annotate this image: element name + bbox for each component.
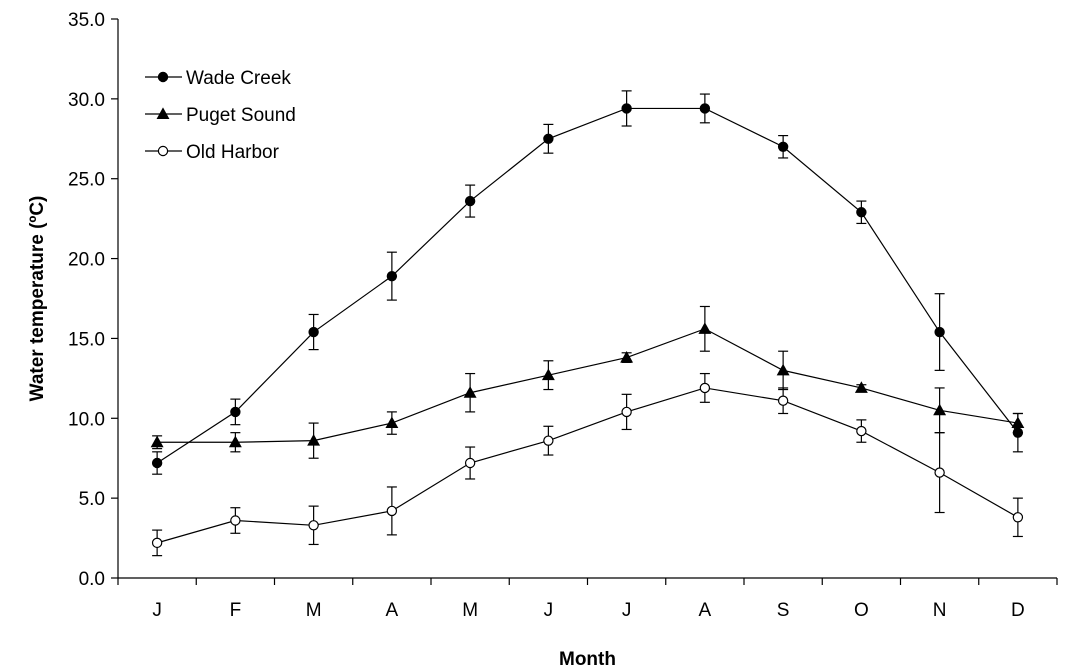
x-tick-label: O xyxy=(854,600,869,621)
data-point-wade-creek xyxy=(230,406,241,418)
y-tick-label: 35.0 xyxy=(68,10,105,31)
y-tick-label: 10.0 xyxy=(68,409,105,430)
series-layer xyxy=(150,90,1025,557)
data-point-old-harbor xyxy=(856,425,867,437)
data-point-wade-creek xyxy=(856,207,867,218)
data-point-wade-creek xyxy=(543,133,554,144)
series-puget-sound xyxy=(150,305,1025,459)
x-axis-title: Month xyxy=(559,649,616,670)
data-point-puget-sound xyxy=(150,435,164,448)
legend: Wade Creek Puget Sound Old Harbor xyxy=(145,68,296,163)
data-point-puget-sound xyxy=(854,381,868,393)
data-point-old-harbor xyxy=(230,515,241,526)
legend-item-puget-sound: Puget Sound xyxy=(145,105,296,126)
data-point-old-harbor xyxy=(151,537,163,549)
data-point-wade-creek xyxy=(621,103,632,114)
data-point-old-harbor xyxy=(308,520,319,531)
data-point-wade-creek xyxy=(151,457,163,469)
data-point-puget-sound xyxy=(307,434,321,446)
y-axis-title: Water temperature (ºC) xyxy=(27,196,48,402)
x-tick-label: J xyxy=(622,600,632,621)
legend-marker xyxy=(156,107,170,119)
legend-label: Old Harbor xyxy=(186,142,280,163)
x-tick-label: J xyxy=(544,600,554,621)
data-point-old-harbor xyxy=(464,457,476,469)
data-point-wade-creek xyxy=(308,326,319,338)
data-point-puget-sound xyxy=(463,386,477,398)
data-point-puget-sound xyxy=(776,363,790,376)
data-point-wade-creek xyxy=(777,141,789,152)
y-tick-label: 5.0 xyxy=(79,489,105,510)
data-point-puget-sound xyxy=(228,435,242,448)
data-point-old-harbor xyxy=(621,406,632,418)
y-tick-label: 30.0 xyxy=(68,90,105,111)
data-point-old-harbor xyxy=(777,395,789,406)
data-point-wade-creek xyxy=(699,103,711,114)
x-tick-label: N xyxy=(933,600,947,621)
x-tick-label: S xyxy=(777,600,790,621)
legend-marker xyxy=(157,145,169,157)
series-wade-creek xyxy=(151,90,1024,475)
series-old-harbor xyxy=(151,372,1024,557)
x-tick-label: M xyxy=(462,600,478,621)
data-point-old-harbor xyxy=(934,467,945,478)
data-point-puget-sound xyxy=(1011,416,1025,429)
data-point-old-harbor xyxy=(543,435,554,446)
data-point-old-harbor xyxy=(699,382,711,394)
data-point-puget-sound xyxy=(541,368,555,381)
legend-item-old-harbor: Old Harbor xyxy=(145,142,280,163)
x-tick-label: F xyxy=(230,600,242,621)
data-point-wade-creek xyxy=(386,270,398,282)
legend-label: Puget Sound xyxy=(186,105,296,126)
series-line-old-harbor xyxy=(156,387,1019,544)
x-tick-label: A xyxy=(699,600,712,621)
series-line-puget-sound xyxy=(157,328,1018,443)
data-point-wade-creek xyxy=(934,326,945,338)
x-tick-label: A xyxy=(386,600,399,621)
data-point-old-harbor xyxy=(386,505,398,517)
legend-label: Wade Creek xyxy=(186,68,291,89)
y-tick-label: 0.0 xyxy=(79,569,105,590)
x-tick-label: D xyxy=(1011,600,1025,621)
x-tick-label: M xyxy=(306,600,322,621)
axes: 0.0 5.0 10.0 15.0 20.0 25.0 30.0 35.0 J F M A M J J A S O… xyxy=(68,10,1058,621)
data-point-puget-sound xyxy=(698,322,712,334)
legend-item-wade-creek: Wade Creek xyxy=(145,68,291,89)
y-tick-label: 20.0 xyxy=(68,250,105,271)
data-point-puget-sound xyxy=(933,403,947,416)
data-point-puget-sound xyxy=(385,416,399,429)
series-line-wade-creek xyxy=(156,107,1019,464)
data-point-wade-creek xyxy=(464,195,476,207)
legend-marker xyxy=(157,71,169,83)
y-tick-label: 25.0 xyxy=(68,170,105,191)
y-tick-label: 15.0 xyxy=(68,329,105,350)
data-point-puget-sound xyxy=(620,350,634,363)
data-point-old-harbor xyxy=(1012,512,1024,523)
x-tick-label: J xyxy=(152,600,162,621)
